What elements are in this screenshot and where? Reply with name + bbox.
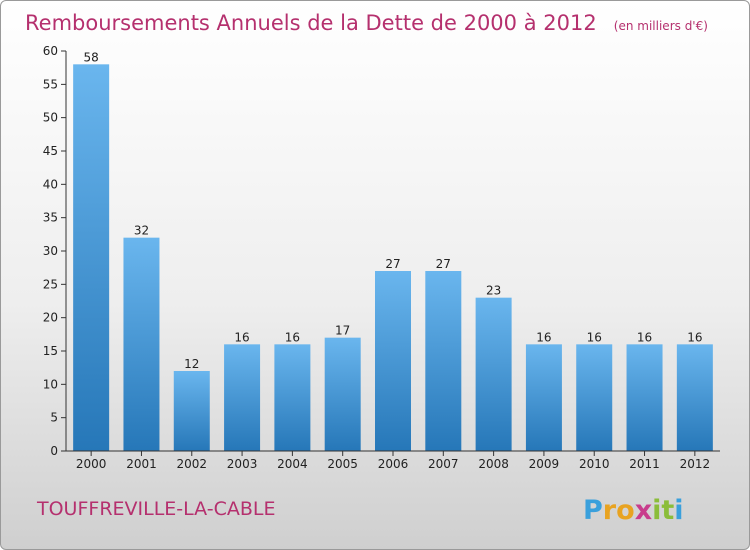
x-tick-label-2008: 2008 — [478, 457, 509, 471]
x-tick-label-2007: 2007 — [428, 457, 459, 471]
bar-2008 — [475, 297, 512, 451]
bar-2003 — [224, 344, 261, 451]
y-tick-label: 60 — [43, 44, 58, 58]
bar-2006 — [375, 271, 411, 451]
logo-letter: t — [661, 495, 674, 526]
bar-2010 — [576, 344, 613, 451]
bars: 58 32 12 16 16 17 27 27 23 16 16 16 16 — [73, 50, 713, 452]
bar-value-label-2000: 58 — [84, 50, 99, 64]
bar-2002 — [173, 371, 210, 451]
proxiti-logo: Proxiti — [583, 495, 684, 526]
bar-value-label-2010: 16 — [587, 330, 602, 344]
x-tick-label-2011: 2011 — [629, 457, 660, 471]
bar-value-label-2003: 16 — [234, 330, 249, 344]
x-tick-label-2003: 2003 — [227, 457, 258, 471]
y-tick-label: 45 — [43, 144, 58, 158]
y-tick-label: 10 — [43, 377, 58, 391]
x-axis-labels: 2000 2001 2002 2003 2004 2005 2006 2007 2008 2009… — [76, 451, 710, 471]
bar-2005 — [324, 337, 361, 451]
bar-2004 — [274, 344, 311, 451]
bar-2012 — [676, 344, 713, 451]
bar-value-label-2001: 32 — [134, 224, 149, 238]
bar-value-label-2011: 16 — [637, 330, 652, 344]
bar-value-label-2004: 16 — [285, 330, 300, 344]
bar-2001 — [123, 237, 160, 451]
bar-2011 — [626, 344, 663, 451]
logo-letter: P — [583, 495, 603, 526]
bar-2009 — [525, 344, 562, 451]
x-tick-label-2009: 2009 — [529, 457, 560, 471]
bar-value-label-2002: 12 — [184, 357, 199, 371]
bar-value-label-2009: 16 — [536, 330, 551, 344]
y-tick-label: 40 — [43, 177, 58, 191]
commune-name: TOUFFREVILLE-LA-CABLE — [36, 498, 276, 520]
y-tick-label: 50 — [43, 111, 58, 125]
y-tick-label: 15 — [43, 344, 58, 358]
chart-title-text: Remboursements Annuels de la Dette de 20… — [25, 11, 597, 35]
x-tick-label-2002: 2002 — [176, 457, 207, 471]
x-tick-label-2012: 2012 — [680, 457, 711, 471]
x-tick-label-2001: 2001 — [126, 457, 157, 471]
bar-2007 — [425, 271, 462, 451]
logo-letter: r — [603, 495, 617, 526]
bar-value-label-2007: 27 — [436, 257, 451, 271]
y-tick-label: 35 — [43, 211, 58, 225]
y-tick-label: 25 — [43, 277, 58, 291]
x-tick-label-2005: 2005 — [327, 457, 358, 471]
bar-2000 — [73, 64, 110, 452]
y-tick-label: 0 — [50, 444, 58, 458]
y-tick-label: 20 — [43, 311, 58, 325]
logo-letter: o — [616, 495, 635, 526]
logo-letter: i — [674, 495, 683, 526]
x-tick-label-2004: 2004 — [277, 457, 308, 471]
y-tick-label: 5 — [50, 411, 58, 425]
y-tick-label: 30 — [43, 244, 58, 258]
bar-value-label-2006: 27 — [385, 257, 400, 271]
bar-value-label-2012: 16 — [687, 330, 702, 344]
y-tick-label: 55 — [43, 77, 58, 91]
chart-title: Remboursements Annuels de la Dette de 20… — [25, 11, 708, 35]
x-tick-label-2010: 2010 — [579, 457, 610, 471]
bar-value-label-2005: 17 — [335, 324, 350, 338]
chart-unit-note: (en milliers d'€) — [614, 19, 708, 33]
y-axis-ticks: 0 5 10 15 20 25 30 35 40 45 50 55 60 — [43, 44, 66, 458]
logo-letter: x — [635, 495, 652, 526]
bar-value-label-2008: 23 — [486, 284, 501, 298]
x-tick-label-2006: 2006 — [378, 457, 409, 471]
x-tick-label-2000: 2000 — [76, 457, 107, 471]
logo-letter: i — [652, 495, 661, 526]
